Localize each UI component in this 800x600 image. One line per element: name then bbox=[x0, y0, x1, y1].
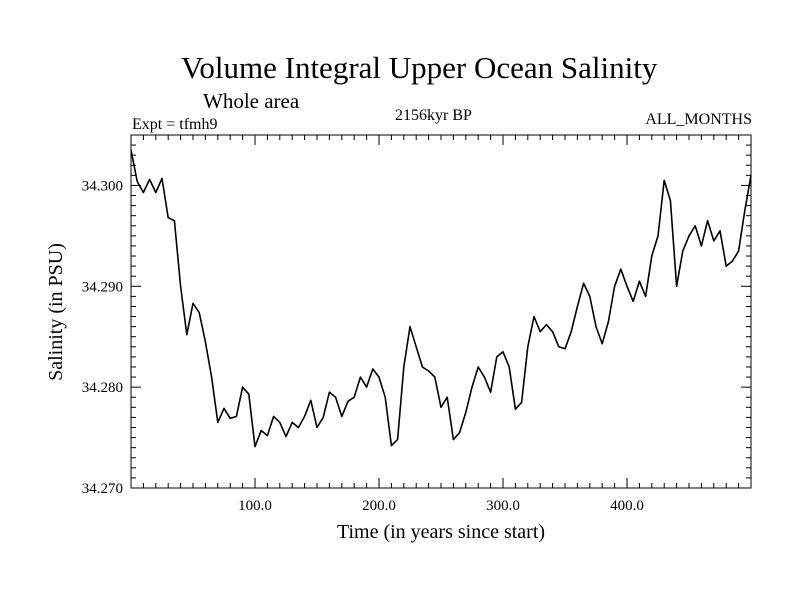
experiment-label: Expt = tfmh9 bbox=[132, 116, 218, 133]
x-tick-label: 300.0 bbox=[486, 498, 520, 514]
x-tick-label: 400.0 bbox=[610, 498, 644, 514]
salinity-series-line bbox=[130, 149, 752, 448]
x-tick-labels: 100.0 200.0 300.0 400.0 bbox=[238, 498, 644, 514]
y-axis-label: Salinity (in PSU) bbox=[45, 243, 67, 381]
x-axis-label: Time (in years since start) bbox=[337, 521, 545, 543]
plot-frame bbox=[130, 134, 752, 489]
chart-subtitle: Whole area bbox=[203, 89, 300, 113]
y-tick-label: 34.280 bbox=[82, 380, 123, 396]
x-tick-label: 100.0 bbox=[238, 498, 272, 514]
y-tick-labels: 34.270 34.280 34.290 34.300 bbox=[82, 178, 123, 497]
months-label: ALL_MONTHS bbox=[645, 111, 752, 128]
period-label: 2156kyr BP bbox=[395, 107, 472, 124]
chart-title: Volume Integral Upper Ocean Salinity bbox=[181, 50, 658, 85]
y-tick-label: 34.300 bbox=[82, 178, 123, 194]
y-tick-label: 34.290 bbox=[82, 279, 123, 295]
y-tick-label: 34.270 bbox=[82, 481, 123, 497]
x-tick-label: 200.0 bbox=[362, 498, 396, 514]
axis-ticks bbox=[131, 135, 751, 488]
